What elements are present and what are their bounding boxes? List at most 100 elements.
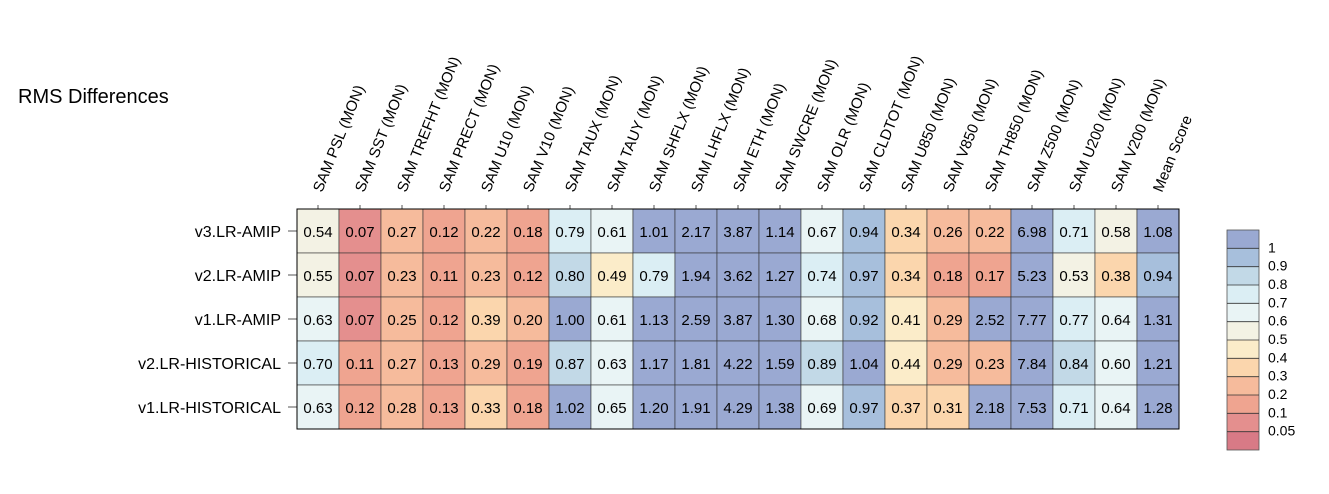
cell-value-label: 3.87	[723, 224, 752, 241]
chart-title: RMS Differences	[18, 86, 169, 108]
cell-value-label: 0.63	[597, 356, 626, 373]
cell-value-label: 0.41	[891, 312, 920, 329]
cell-value-label: 0.07	[345, 268, 374, 285]
cell-value-label: 7.77	[1017, 312, 1046, 329]
heatmap-cell	[674, 208, 718, 254]
cell-value-label: 1.28	[1143, 400, 1172, 417]
cell-value-label: 0.64	[1101, 312, 1130, 329]
colorbar-swatch	[1227, 395, 1259, 414]
heatmap-cell	[1010, 384, 1054, 430]
cell-value-label: 1.59	[765, 356, 794, 373]
cell-value-label: 0.77	[1059, 312, 1088, 329]
heatmap-cell	[422, 384, 466, 430]
heatmap-cell	[548, 252, 592, 298]
cell-value-label: 0.53	[1059, 268, 1088, 285]
heatmap-cell	[1094, 340, 1138, 386]
heatmap-cell	[464, 384, 508, 430]
cell-value-label: 0.20	[513, 312, 542, 329]
heatmap-cell	[338, 384, 382, 430]
cell-value-label: 0.27	[387, 224, 416, 241]
heatmap-cell	[1052, 296, 1096, 342]
colorbar-swatch	[1227, 230, 1259, 249]
cell-value-label: 0.94	[849, 224, 878, 241]
cell-value-label: 0.34	[891, 268, 920, 285]
heatmap-cell	[548, 296, 592, 342]
cell-value-label: 0.69	[807, 400, 836, 417]
heatmap-cell	[590, 384, 634, 430]
row-label: v1.LR-AMIP	[195, 312, 281, 329]
cell-value-label: 0.07	[345, 312, 374, 329]
cell-value-label: 0.22	[471, 224, 500, 241]
cell-value-label: 0.12	[513, 268, 542, 285]
cell-value-label: 0.79	[639, 268, 668, 285]
heatmap-cell	[380, 208, 424, 254]
colorbar-tick-label: 0.1	[1268, 404, 1288, 420]
cell-value-label: 0.54	[303, 224, 332, 241]
cell-value-label: 1.04	[849, 356, 878, 373]
cell-value-label: 0.71	[1059, 224, 1088, 241]
heatmap-cell	[380, 296, 424, 342]
cell-value-label: 2.18	[975, 400, 1004, 417]
colorbar-tick-label: 0.2	[1268, 386, 1288, 402]
cell-value-label: 0.25	[387, 312, 416, 329]
cell-value-label: 3.62	[723, 268, 752, 285]
cell-value-label: 0.55	[303, 268, 332, 285]
colorbar-swatch	[1227, 413, 1259, 432]
cell-value-label: 0.39	[471, 312, 500, 329]
colorbar-tick-label: 0.9	[1268, 258, 1288, 274]
colorbar-swatch	[1227, 431, 1259, 450]
colorbar-swatch	[1227, 303, 1259, 322]
heatmap-cell	[758, 384, 802, 430]
heatmap-cell	[968, 252, 1012, 298]
cell-value-label: 0.37	[891, 400, 920, 417]
heatmap-cell	[506, 340, 550, 386]
row-label: v1.LR-HISTORICAL	[138, 400, 281, 417]
heatmap-cell	[758, 208, 802, 254]
cell-value-label: 0.63	[303, 312, 332, 329]
cell-value-label: 1.14	[765, 224, 794, 241]
cell-value-label: 0.13	[429, 356, 458, 373]
cell-value-label: 0.12	[429, 312, 458, 329]
cell-value-label: 0.28	[387, 400, 416, 417]
cell-value-label: 0.29	[933, 312, 962, 329]
heatmap-cell	[1136, 384, 1180, 430]
cell-value-label: 7.84	[1017, 356, 1046, 373]
colorbar-tick-label: 0.5	[1268, 331, 1288, 347]
cell-value-label: 0.49	[597, 268, 626, 285]
cell-value-label: 2.52	[975, 312, 1004, 329]
heatmap-cell	[506, 296, 550, 342]
colorbar-swatch	[1227, 285, 1259, 304]
cell-value-label: 1.01	[639, 224, 668, 241]
colorbar: 1 0.9 0.8 0.7 0.6 0.5 0.4 0.3 0.2 0.1 0.05	[1226, 229, 1295, 451]
heatmap-cell	[968, 340, 1012, 386]
cell-value-label: 1.81	[681, 356, 710, 373]
cell-value-label: 0.12	[429, 224, 458, 241]
heatmap-cell	[1010, 340, 1054, 386]
cell-value-label: 0.12	[345, 400, 374, 417]
heatmap-cell	[1010, 252, 1054, 298]
colorbar-tick-label: 0.8	[1268, 276, 1288, 292]
heatmap-cells: 0.54 0.07 0.27 0.12 0.22 0.18 0.79 0.61 1.01 2.17…	[296, 208, 1180, 430]
heatmap-cell	[758, 296, 802, 342]
cell-value-label: 1.91	[681, 400, 710, 417]
cell-value-label: 0.61	[597, 224, 626, 241]
cell-value-label: 0.80	[555, 268, 584, 285]
heatmap-cell	[1052, 252, 1096, 298]
column-label: Mean Score	[1150, 113, 1196, 194]
cell-value-label: 0.94	[1143, 268, 1172, 285]
cell-value-label: 0.84	[1059, 356, 1088, 373]
cell-value-label: 0.18	[513, 400, 542, 417]
cell-value-label: 1.30	[765, 312, 794, 329]
heatmap-border	[296, 208, 1180, 430]
cell-value-label: 0.60	[1101, 356, 1130, 373]
colorbar-tick-label: 0.7	[1268, 294, 1288, 310]
row-label: v2.LR-AMIP	[195, 268, 281, 285]
cell-value-label: 0.29	[471, 356, 500, 373]
heatmap-cell	[1136, 296, 1180, 342]
heatmap-cell	[800, 384, 844, 430]
colorbar-tick-label: 1	[1268, 239, 1276, 255]
cell-value-label: 0.97	[849, 268, 878, 285]
cell-value-label: 0.17	[975, 268, 1004, 285]
cell-value-label: 0.74	[807, 268, 836, 285]
